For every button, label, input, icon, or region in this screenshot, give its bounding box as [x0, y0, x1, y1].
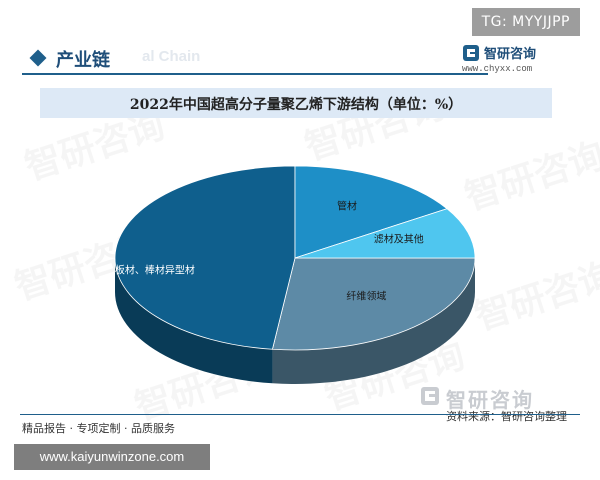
source-logo-icon: [421, 387, 439, 405]
pie-slice-2: [294, 165, 448, 259]
brand-block: 智研咨询 www.chyxx.com: [462, 42, 572, 78]
pie-side-0: [272, 258, 475, 384]
source-note: 资料来源：智研咨询整理: [446, 410, 567, 423]
section-title: 产业链: [56, 50, 110, 71]
header-divider: [22, 73, 488, 75]
pie-label-1: 板材、棒材异型材: [115, 263, 195, 276]
footer-divider: [20, 414, 580, 415]
brand-name: 智研咨询: [484, 47, 537, 62]
diamond-icon: [29, 49, 47, 67]
footer-slogan: 精品报告 · 专项定制 · 品质服务: [22, 422, 175, 435]
watermark-text: 智研咨询: [470, 255, 600, 338]
pie-slice-1: [114, 165, 296, 350]
pie-side-1: [115, 258, 273, 384]
watermark-text: 智研咨询: [460, 135, 600, 218]
brand-url: www.chyxx.com: [462, 64, 533, 74]
url-overlay: www.kaiyunwinzone.com: [14, 444, 210, 470]
pie-label-0: 纤维领域: [346, 289, 386, 302]
pie-label-3: 滤材及其他: [374, 233, 424, 246]
pie-slice-3: [294, 208, 476, 259]
chart-title-band: 2022年中国超高分子量聚乙烯下游结构（单位：%）: [40, 88, 552, 118]
pie-slice-0: [271, 257, 476, 351]
zhiyan-logo-icon: [463, 45, 479, 61]
pie-label-2: 管材: [337, 200, 357, 213]
source-brand: 智研咨询: [446, 388, 534, 412]
telegram-tag: TG: MYYJJPP: [471, 8, 580, 36]
section-ghost-text: al Chain: [142, 48, 201, 65]
section-header: 产业链 al Chain: [22, 46, 578, 71]
chart-title: 2022年中国超高分子量聚乙烯下游结构（单位：%）: [129, 97, 463, 113]
